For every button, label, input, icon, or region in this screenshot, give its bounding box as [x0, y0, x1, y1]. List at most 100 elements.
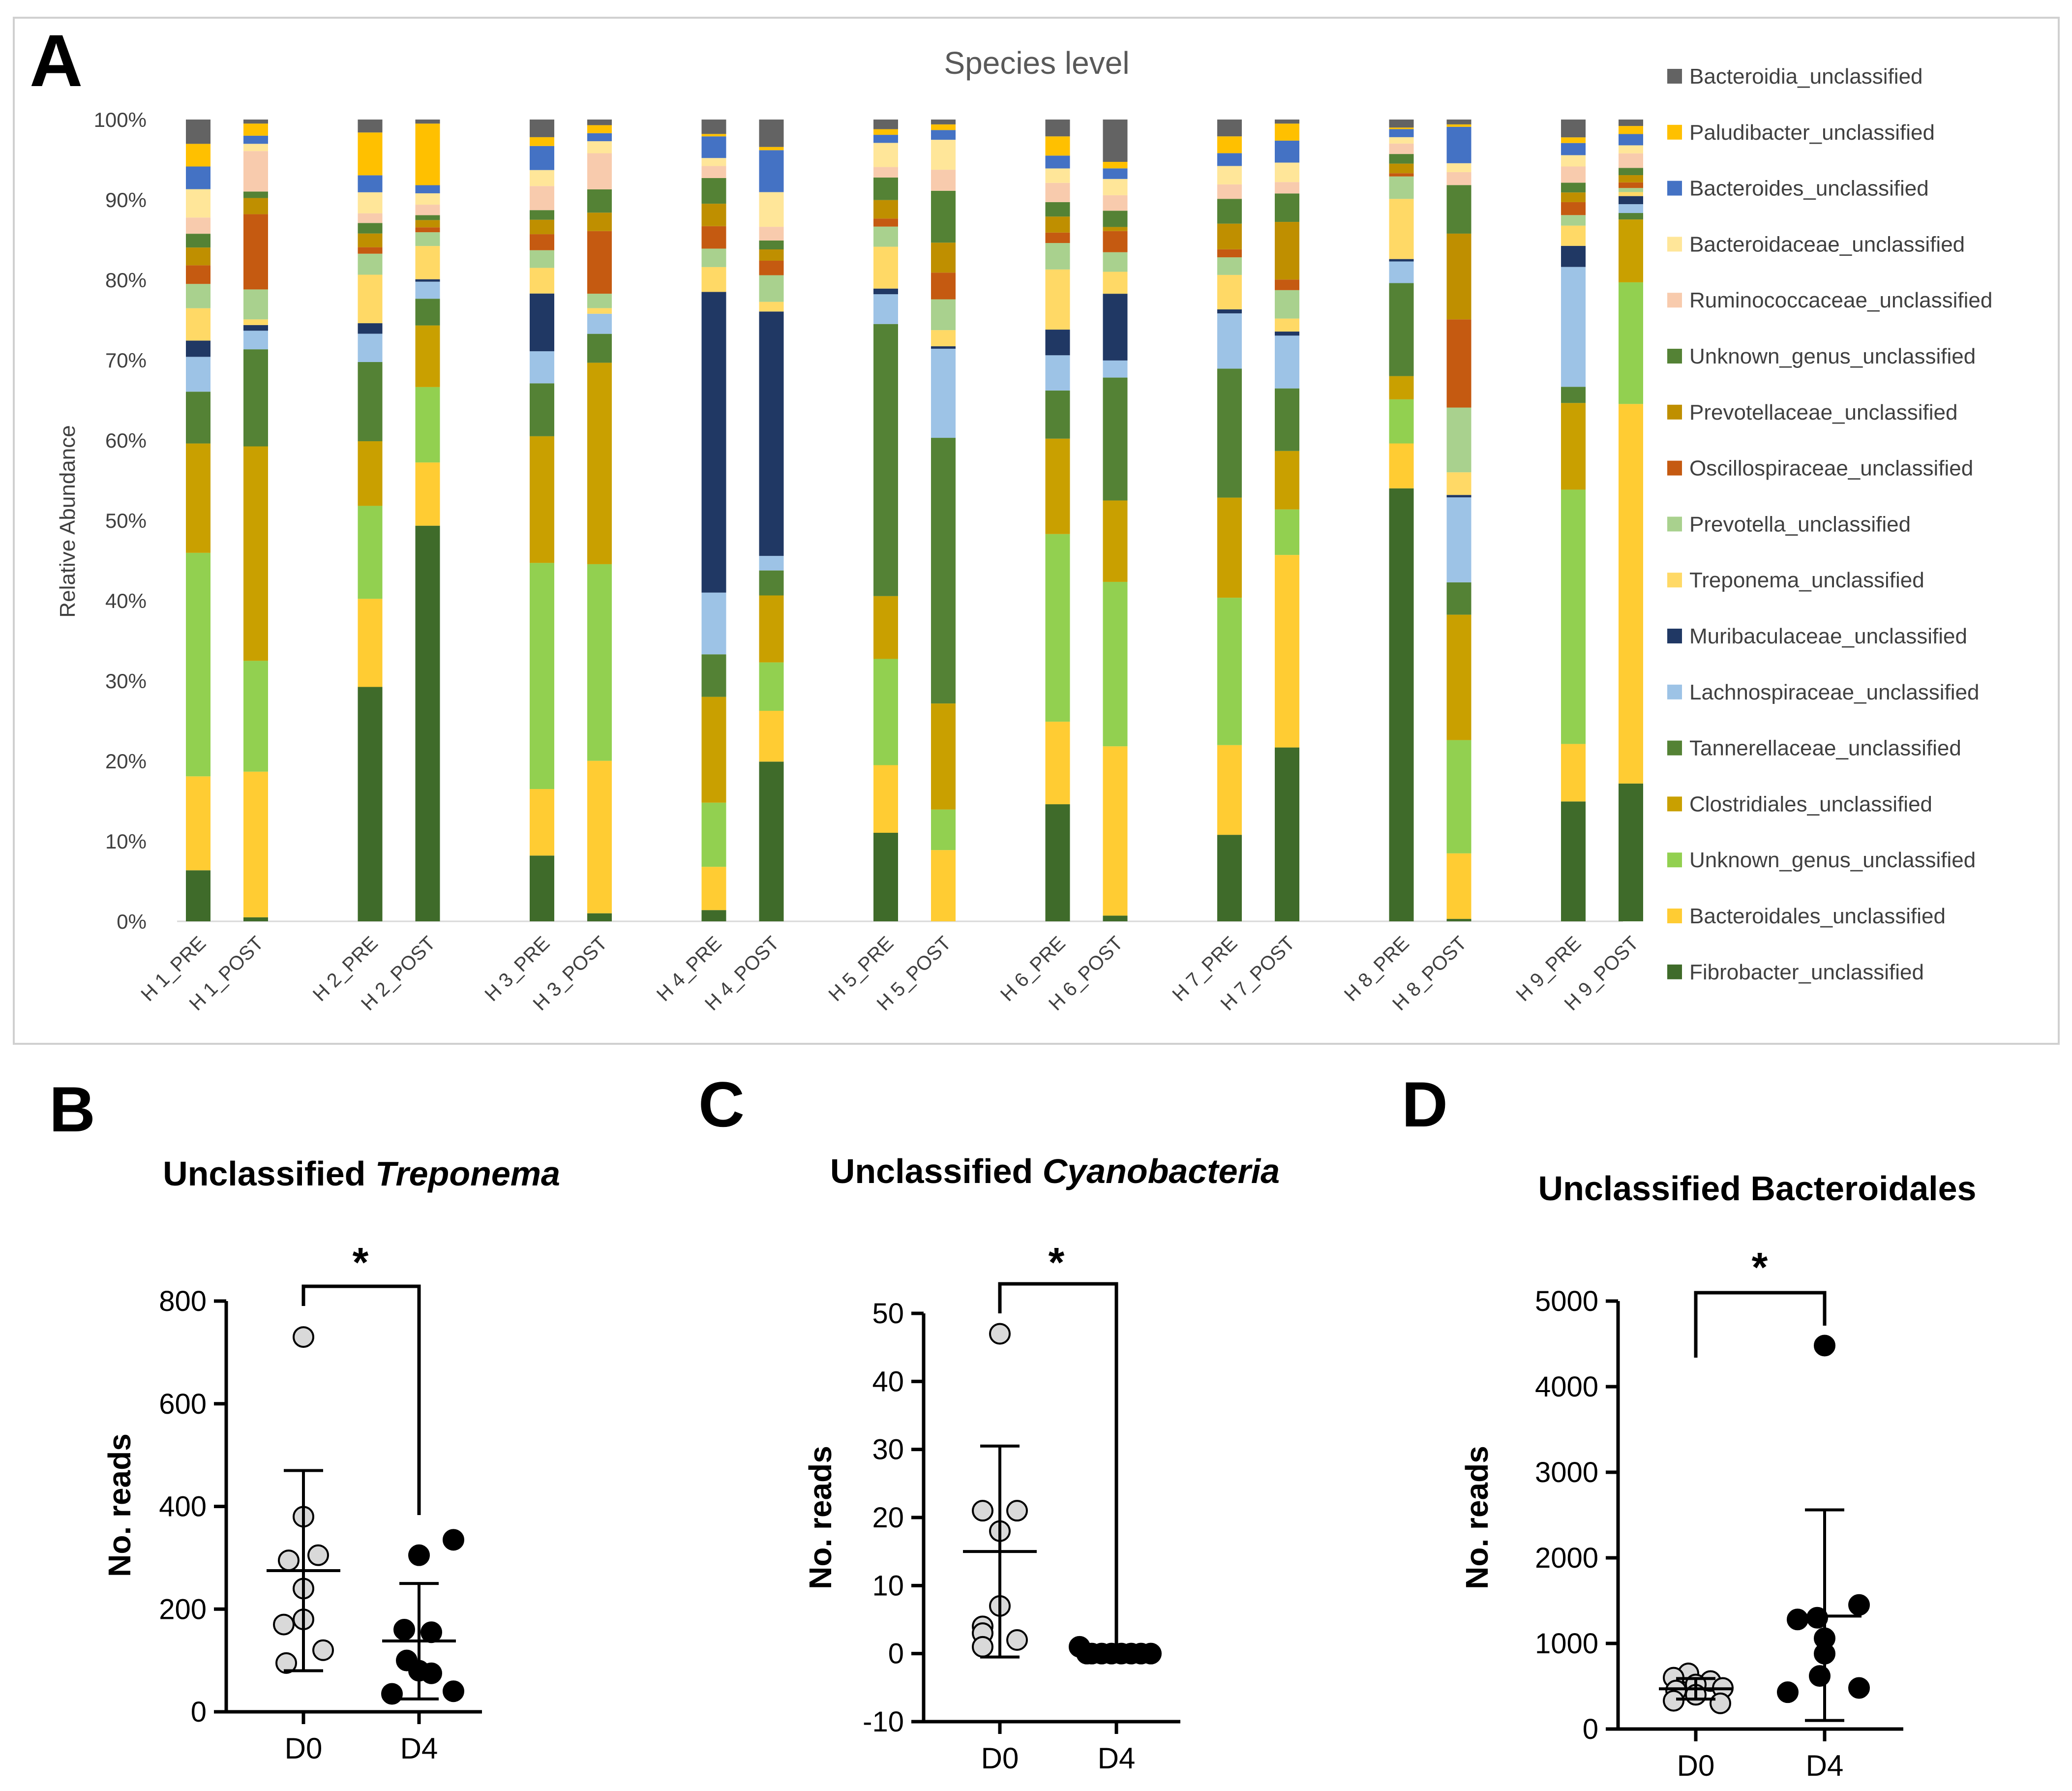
panel-a-frame — [13, 17, 2060, 1045]
panel-a-bar-segment — [415, 299, 440, 326]
panel-a-bar-segment — [1275, 451, 1299, 510]
panel-a-bar-segment — [415, 525, 440, 921]
panel-a-bar-segment — [1389, 143, 1414, 154]
panel-a-bar-segment — [759, 192, 784, 227]
y-tick-label: 200 — [159, 1593, 207, 1625]
panel-a-legend-label: Clostridiales_unclassified — [1689, 792, 1932, 816]
panel-a-bar-segment — [1045, 330, 1070, 356]
panel-a-bar-segment — [1389, 129, 1414, 137]
panel-a-bar-segment — [186, 870, 210, 921]
panel-a-bar-segment — [701, 166, 726, 178]
panel-a-legend-swatch — [1667, 684, 1682, 699]
x-tick-label: D4 — [400, 1732, 438, 1765]
panel-a-bar-segment — [873, 218, 898, 227]
panel-a-bar-segment — [1217, 153, 1242, 166]
panel-a-bar-segment — [1619, 168, 1643, 176]
panel-a-bar-segment — [1389, 261, 1414, 283]
panel-a-bar-segment — [1217, 166, 1242, 184]
panel-a-bar-segment — [358, 506, 383, 599]
panel-a-bar-segment — [873, 226, 898, 247]
panel-a-legend-swatch — [1667, 629, 1682, 643]
panel-a-bar-segment — [1103, 195, 1128, 211]
panel-a-bar-segment — [759, 240, 784, 250]
panel-a-bar-segment — [1217, 745, 1242, 835]
panel-a-bar-segment — [759, 761, 784, 921]
panel-b-points — [267, 1326, 464, 1705]
panel-a-bar-segment — [931, 120, 956, 124]
panel-a-bar-segment — [1103, 211, 1128, 227]
y-tick-label: -10 — [863, 1706, 904, 1738]
panel-a-bar-segment — [873, 832, 898, 921]
panel-b-title-italic: Treponema — [375, 1154, 560, 1193]
data-point — [312, 1639, 334, 1661]
panel-a-bar-segment — [415, 246, 440, 279]
panel-a-bar-segment — [1045, 232, 1070, 243]
data-point — [278, 1549, 300, 1572]
panel-a-bar-segment — [243, 144, 268, 152]
x-tick-label: D0 — [981, 1742, 1019, 1775]
y-tick-label: 400 — [159, 1491, 207, 1523]
panel-a-bar-segment — [1619, 153, 1643, 168]
panel-d-dot-plot: Unclassified Bacteroidales No. reads 0 10… — [1459, 1169, 1976, 1782]
panel-a-bar-segment — [701, 910, 726, 921]
y-tick-label: 10 — [872, 1570, 904, 1602]
panel-a-bar-segment — [873, 200, 898, 219]
panel-a-legend-swatch — [1667, 852, 1682, 868]
panel-a-bar-segment — [931, 330, 956, 347]
panel-a-bar-segment — [1275, 120, 1299, 124]
data-point — [1848, 1594, 1870, 1616]
panel-a-legend-swatch — [1667, 516, 1682, 532]
y-tick-label: 0 — [1583, 1713, 1598, 1745]
panel-a-bar-segment — [1389, 488, 1414, 921]
panel-a-bar-segment — [931, 299, 956, 331]
panel-a-bar-segment — [931, 346, 956, 349]
panel-a-bar-segment — [1389, 283, 1414, 376]
data-point — [1848, 1677, 1870, 1699]
data-point — [443, 1529, 464, 1551]
panel-a-bar-segment — [1045, 243, 1070, 270]
panel-a-bar-segment — [759, 302, 784, 312]
panel-a-bar-segment — [1389, 127, 1414, 129]
panel-a-legend-swatch — [1667, 573, 1682, 588]
panel-a-bar-segment — [415, 120, 440, 124]
panel-d-y-axis-label: No. reads — [1459, 1446, 1495, 1589]
x-tick-label: D0 — [285, 1732, 323, 1765]
panel-c-y-axis-label: No. reads — [803, 1446, 838, 1589]
panel-a-bar-segment — [931, 190, 956, 243]
panel-a-bar-segment — [243, 771, 268, 917]
panel-a-legend-label: Paludibacter_unclassified — [1689, 121, 1935, 145]
panel-a-legend-label: Fibrobacter_unclassified — [1689, 960, 1924, 984]
panel-a-bar-segment — [873, 143, 898, 167]
panel-d-title-prefix: Unclassified Bacteroidales — [1538, 1169, 1977, 1208]
panel-a-bar-segment — [1045, 534, 1070, 722]
panel-a-bar-segment — [873, 659, 898, 765]
panel-a-bar-segment — [1389, 137, 1414, 144]
panel-a-bar-segment — [1045, 269, 1070, 330]
panel-a-bar-segment — [1103, 162, 1128, 169]
panel-a-bar-segment — [358, 334, 383, 362]
data-point — [443, 1680, 464, 1702]
panel-a-bar-segment — [1275, 335, 1299, 389]
panel-a-bar-segment — [931, 124, 956, 130]
panel-a-bar-segment — [186, 247, 210, 266]
panel-a-bar-segment — [1045, 182, 1070, 202]
panel-a-bar-segment — [587, 564, 612, 761]
panel-a-bar-segment — [1103, 377, 1128, 501]
panel-a-bar-segment — [1103, 915, 1128, 921]
panel-a-bar-segment — [1561, 143, 1586, 155]
panel-a-bar-segment — [186, 357, 210, 392]
panel-a-bar-segment — [1217, 368, 1242, 498]
panel-a-bar-segment — [530, 170, 554, 186]
panel-a-bar-segment — [530, 351, 554, 384]
panel-a-legend-swatch — [1667, 124, 1682, 140]
panel-a-bar-segment — [358, 223, 383, 234]
panel-a-bar-segment — [1389, 399, 1414, 444]
y-tick-label: 3000 — [1535, 1457, 1598, 1488]
y-tick-label: 40 — [872, 1366, 904, 1397]
panel-c-axes: -10 0 10 20 30 40 50 D0 D4 — [863, 1282, 1180, 1775]
data-point — [989, 1323, 1011, 1345]
data-point — [275, 1652, 297, 1674]
panel-a-bar-segment — [759, 556, 784, 571]
panel-a-bar-segment — [701, 654, 726, 697]
panel-a-bar-segment — [1619, 783, 1643, 921]
